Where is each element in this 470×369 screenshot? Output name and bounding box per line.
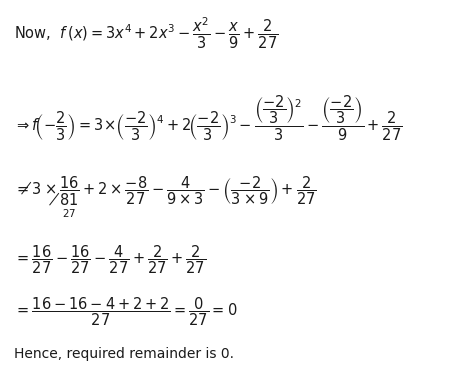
Text: $= \dfrac{16-16-4+2+2}{27} = \dfrac{0}{27} = 0$: $= \dfrac{16-16-4+2+2}{27} = \dfrac{0}{2… <box>14 296 237 328</box>
Text: Now,  $f\,(x) = 3x^4 + 2x^3 - \dfrac{x^2}{3} - \dfrac{x}{9} + \dfrac{2}{27}$: Now, $f\,(x) = 3x^4 + 2x^3 - \dfrac{x^2}… <box>14 15 279 51</box>
Text: $= \dfrac{16}{27} - \dfrac{16}{27} - \dfrac{4}{27} + \dfrac{2}{27} + \dfrac{2}{2: $= \dfrac{16}{27} - \dfrac{16}{27} - \df… <box>14 244 206 276</box>
Text: Hence, required remainder is 0.: Hence, required remainder is 0. <box>14 347 234 361</box>
Text: $\Rightarrow f\!\left(-\dfrac{2}{3}\right) = 3\!\times\!\left(\dfrac{-2}{3}\righ: $\Rightarrow f\!\left(-\dfrac{2}{3}\righ… <box>14 93 403 143</box>
Text: $= \not{3}\times\dfrac{16}{\underset{27}{\not{81}}} + 2\times\dfrac{-8}{27} - \d: $= \not{3}\times\dfrac{16}{\underset{27}… <box>14 175 317 220</box>
